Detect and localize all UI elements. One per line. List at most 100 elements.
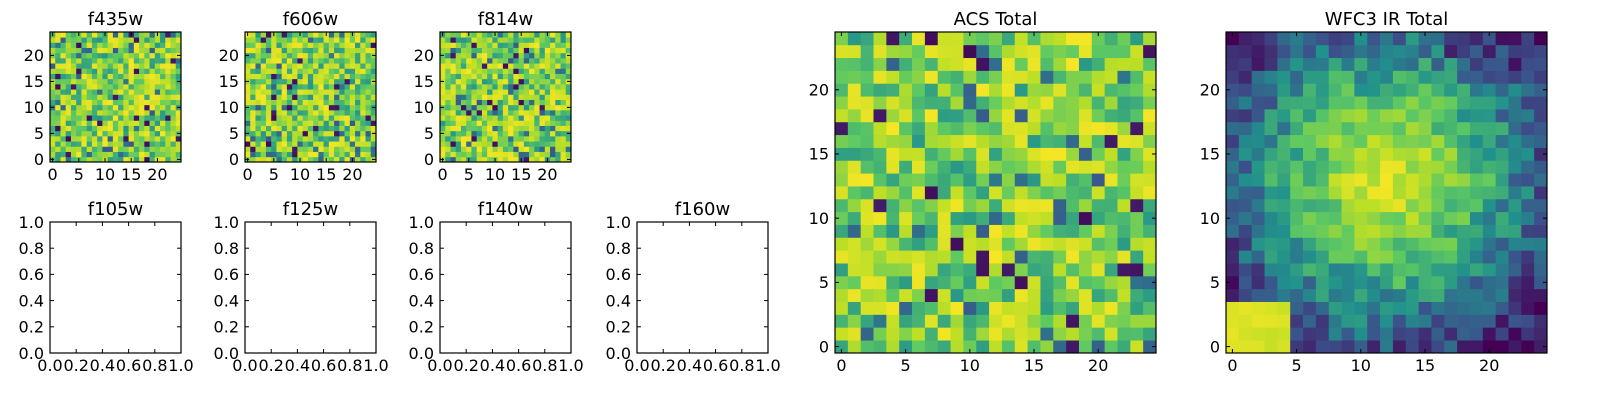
heatmap-cell: [497, 47, 504, 54]
heatmap-cell: [1354, 301, 1368, 315]
heatmap-cell: [313, 146, 319, 152]
heatmap-cell: [481, 58, 488, 64]
heatmap-cell: [1251, 109, 1265, 123]
heatmap-cell: [1130, 83, 1144, 97]
heatmap-cell: [139, 156, 145, 163]
heatmap-cell: [1469, 134, 1484, 148]
heatmap-cell: [1014, 134, 1028, 148]
heatmap-cell: [963, 186, 977, 200]
heatmap-cell: [128, 125, 135, 132]
heatmap-cell: [1405, 301, 1419, 315]
heatmap-cell: [139, 68, 145, 74]
heatmap-cell: [91, 99, 98, 106]
heatmap-cell: [1066, 134, 1080, 148]
heatmap-cell: [1264, 263, 1278, 277]
heatmap-cell: [318, 78, 324, 85]
heatmap-cell: [1392, 198, 1407, 213]
heatmap-cell: [518, 125, 525, 132]
heatmap-cell: [1444, 70, 1458, 84]
heatmap-cell: [1238, 83, 1253, 97]
heatmap-cell: [297, 151, 303, 158]
heatmap-cell: [924, 327, 939, 341]
heatmap-cell: [560, 84, 567, 90]
heatmap-cell: [1251, 198, 1265, 213]
heatmap-cell: [502, 73, 509, 80]
heatmap-cell: [91, 58, 98, 64]
heatmap-cell: [365, 32, 372, 38]
heatmap-cell: [102, 94, 108, 100]
heatmap-cell: [281, 156, 288, 163]
heatmap-cell: [1078, 314, 1093, 328]
heatmap-cell: [154, 115, 161, 121]
heatmap-cell: [286, 104, 293, 111]
heatmap-cell: [149, 58, 156, 64]
heatmap-cell: [245, 68, 251, 74]
heatmap-cell: [112, 130, 119, 137]
heatmap-cell: [440, 151, 446, 158]
heatmap-cell: [1418, 44, 1432, 59]
heatmap-cell: [1521, 250, 1535, 264]
y-tick-label: 0.4: [409, 291, 434, 310]
heatmap-cell: [112, 146, 119, 152]
heatmap-cell: [1066, 301, 1080, 315]
heatmap-cell: [1040, 314, 1054, 328]
heatmap-cell: [170, 115, 177, 121]
heatmap-cell: [107, 89, 114, 95]
heatmap-cell: [81, 37, 88, 43]
heatmap-cell: [154, 110, 161, 116]
heatmap-cell: [529, 52, 535, 59]
heatmap-cell: [334, 151, 340, 158]
heatmap-cell: [265, 78, 272, 85]
heatmap-cell: [899, 327, 913, 341]
heatmap-cell: [55, 32, 61, 38]
y-tick-label: 0: [1210, 337, 1220, 356]
heatmap-cell: [976, 263, 990, 277]
heatmap-cell: [297, 78, 303, 85]
heatmap-cell: [529, 47, 535, 54]
heatmap-cell: [1495, 96, 1509, 110]
heatmap-cell: [334, 110, 340, 116]
heatmap-cell: [963, 211, 977, 225]
heatmap-cell: [70, 47, 77, 54]
heatmap-cell: [529, 78, 535, 85]
heatmap-cell: [328, 136, 335, 142]
heatmap-cell: [1117, 32, 1131, 46]
heatmap-cell: [76, 146, 82, 152]
heatmap-cell: [86, 136, 93, 142]
heatmap-cell: [899, 70, 913, 84]
heatmap-cell: [497, 58, 504, 64]
heatmap-cell: [276, 130, 283, 137]
heatmap-cell: [1238, 173, 1253, 187]
heatmap-cell: [886, 301, 900, 315]
heatmap-cell: [250, 146, 256, 152]
heatmap-cell: [508, 115, 514, 121]
heatmap-cell: [128, 120, 135, 126]
heatmap-cell: [1431, 70, 1445, 84]
heatmap-cell: [924, 263, 939, 277]
heatmap-cell: [1001, 340, 1016, 354]
heatmap-cell: [86, 141, 93, 147]
heatmap-cell: [271, 42, 277, 48]
heatmap-cell: [281, 73, 288, 80]
heatmap-cell: [81, 141, 88, 147]
heatmap-cell: [313, 42, 319, 48]
heatmap-cell: [460, 120, 467, 126]
heatmap-cell: [1078, 263, 1093, 277]
heatmap-cell: [86, 84, 93, 90]
heatmap-cell: [455, 99, 462, 106]
heatmap-cell: [513, 47, 519, 54]
heatmap-cell: [118, 156, 124, 163]
heatmap-cell: [318, 99, 324, 106]
heatmap-cell: [937, 44, 951, 59]
heatmap-cell: [250, 151, 256, 158]
heatmap-cell: [1027, 211, 1041, 225]
heatmap-cell: [445, 32, 451, 38]
x-tick-label: 20: [342, 165, 362, 184]
heatmap-cell: [245, 141, 251, 147]
heatmap-cell: [565, 110, 572, 116]
heatmap-cell: [899, 224, 913, 238]
heatmap-cell: [560, 151, 567, 158]
heatmap-cell: [65, 63, 72, 69]
heatmap-cell: [1014, 340, 1028, 354]
heatmap-cell: [1431, 134, 1445, 148]
